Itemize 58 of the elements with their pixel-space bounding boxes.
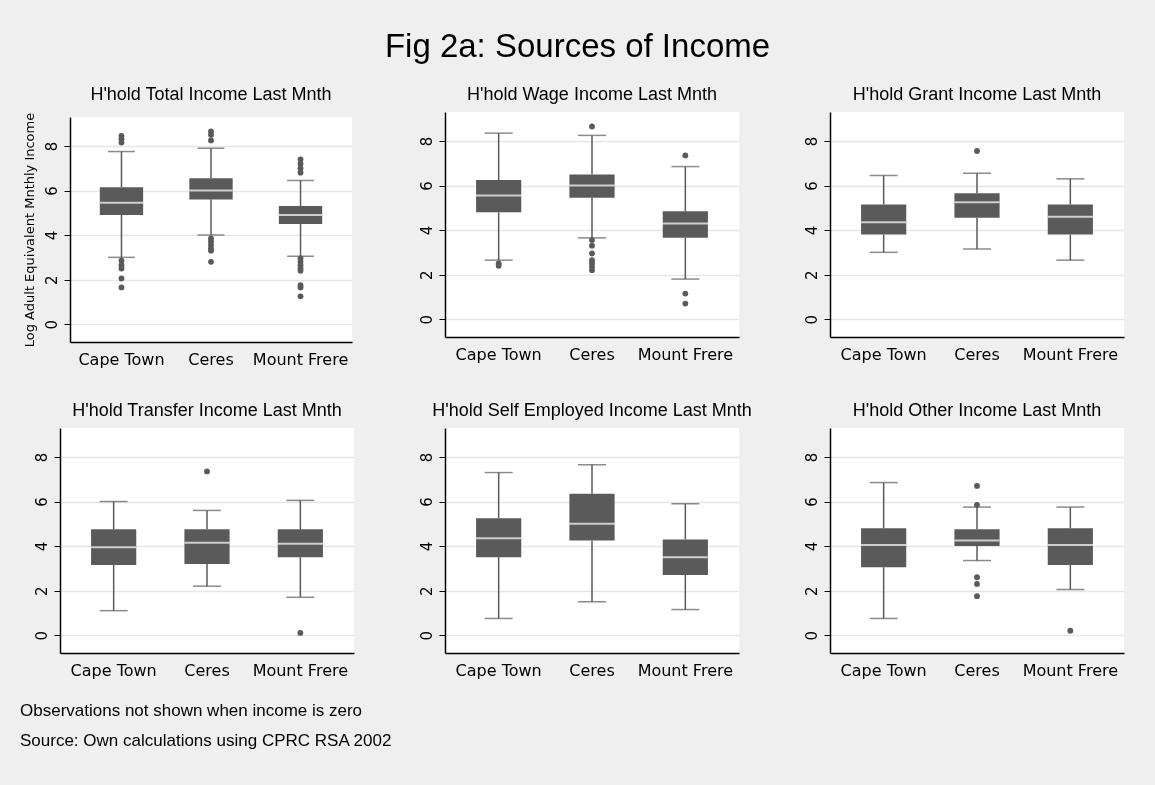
y-tick-label: 6	[32, 497, 51, 507]
y-tick-label: 2	[802, 270, 821, 280]
y-tick-label: 6	[42, 186, 61, 196]
x-tick-label: Mount Frere	[1022, 660, 1119, 680]
x-tick-label: Mount Frere	[637, 660, 734, 680]
x-tick-label: Mount Frere	[1022, 344, 1119, 364]
y-tick-label: 8	[802, 452, 821, 463]
chart-title: H'hold Wage Income Last Mnth	[467, 84, 717, 104]
x-tick-label: Mount Frere	[637, 344, 734, 364]
y-axis-title: Log Adult Equivalent Mnthly Income	[21, 112, 37, 348]
y-tick-label: 4	[42, 230, 61, 241]
y-tick-label: 0	[802, 314, 821, 325]
x-tick-label: Cape Town	[455, 344, 542, 364]
y-tick-label: 2	[42, 275, 61, 285]
y-tick-label: 6	[802, 181, 821, 191]
y-tick-label: 2	[417, 586, 436, 596]
x-tick-label: Cape Town	[840, 344, 927, 364]
y-tick-label: 6	[417, 497, 436, 507]
x-tick-label: Ceres	[954, 660, 1000, 680]
y-tick-label: 8	[417, 136, 436, 147]
y-tick-label: 8	[417, 452, 436, 463]
chart-title: H'hold Other Income Last Mnth	[852, 400, 1102, 420]
y-tick-label: 2	[32, 586, 51, 596]
y-tick-label: 0	[42, 319, 61, 330]
x-tick-label: Cape Town	[70, 660, 157, 680]
x-tick-label: Ceres	[569, 660, 615, 680]
chart-title: H'hold Total Income Last Mnth	[90, 84, 332, 105]
y-tick-label: 0	[417, 314, 436, 325]
x-tick-label: Ceres	[188, 349, 234, 369]
x-tick-label: Ceres	[184, 660, 230, 680]
y-tick-label: 0	[417, 630, 436, 641]
y-tick-label: 2	[802, 586, 821, 596]
y-tick-label: 4	[32, 541, 51, 552]
y-tick-label: 8	[32, 452, 51, 463]
x-tick-label: Mount Frere	[252, 349, 349, 369]
y-tick-label: 2	[417, 270, 436, 280]
chart-title: H'hold Grant Income Last Mnth	[852, 84, 1102, 104]
y-tick-label: 4	[417, 225, 436, 236]
y-tick-label: 4	[417, 541, 436, 552]
y-tick-label: 4	[802, 225, 821, 236]
x-tick-label: Cape Town	[840, 660, 927, 680]
x-tick-label: Ceres	[954, 344, 1000, 364]
chart-title: H'hold Self Employed Income Last Mnth	[432, 400, 752, 420]
x-tick-label: Cape Town	[78, 349, 165, 369]
y-tick-label: 6	[802, 497, 821, 507]
text: Observations not shown when income is zero	[20, 700, 364, 722]
y-tick-label: 4	[802, 541, 821, 552]
y-tick-label: 8	[42, 141, 61, 152]
y-tick-label: 8	[802, 136, 821, 147]
y-tick-label: 6	[417, 181, 436, 191]
source-note: Source: Own calculations using CPRC RSA 2002	[20, 730, 393, 752]
text: Fig 2a: Sources of Income	[383, 26, 772, 66]
y-tick-label: 0	[32, 630, 51, 641]
x-tick-label: Cape Town	[455, 660, 542, 680]
chart-title: H'hold Transfer Income Last Mnth	[72, 400, 342, 420]
y-tick-label: 0	[802, 630, 821, 641]
x-tick-label: Mount Frere	[252, 660, 349, 680]
x-tick-label: Ceres	[569, 344, 615, 364]
